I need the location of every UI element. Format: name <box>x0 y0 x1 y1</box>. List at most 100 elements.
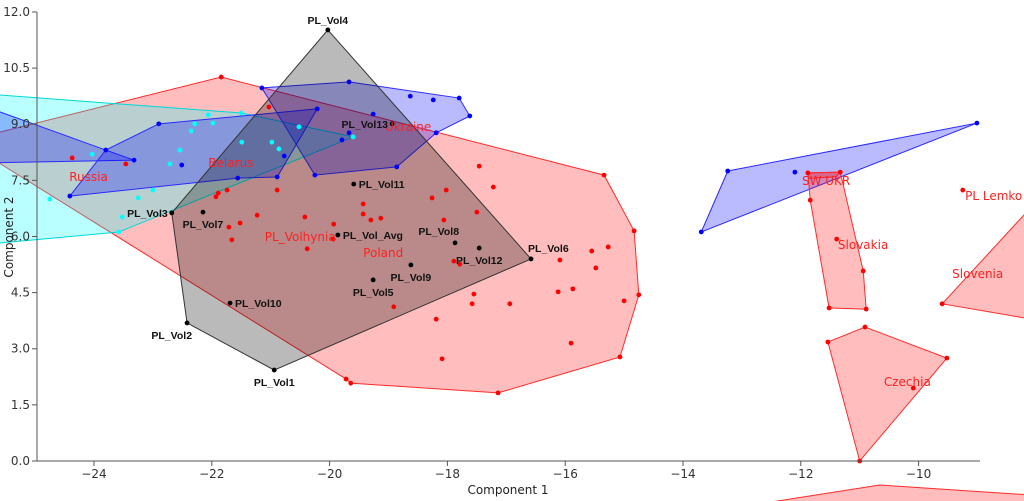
point-belarus-cyan <box>296 124 302 130</box>
sample-label: PL_Vol9 <box>391 272 432 284</box>
point-belarus-blue <box>314 106 320 112</box>
sample-label: PL_Vol7 <box>183 219 224 231</box>
point-poland <box>451 258 457 264</box>
point-poland <box>570 286 576 292</box>
point-poland <box>621 298 627 304</box>
point-poland <box>601 172 607 178</box>
point-czechia <box>825 339 831 345</box>
x-tick-label: −18 <box>435 467 460 481</box>
x-tick-label: −16 <box>553 467 578 481</box>
hull-slovenia <box>941 214 1024 319</box>
point-sw-ukr-blue <box>974 120 980 126</box>
sample-point <box>325 27 331 33</box>
point-belarus-blue <box>235 175 241 181</box>
point-belarus-cyan <box>150 187 156 193</box>
point-sw-ukr-blue <box>725 168 731 174</box>
point-ukraine <box>407 93 413 99</box>
point-russia <box>103 147 109 153</box>
point-poland <box>557 257 563 263</box>
point-belarus-cyan <box>116 229 122 235</box>
point-poland <box>226 224 232 230</box>
sample-point <box>335 232 341 238</box>
group-label-poland: Poland <box>363 246 403 260</box>
y-axis-label: Component 2 <box>2 196 16 277</box>
point-poland <box>441 217 447 223</box>
point-slovakia <box>863 306 869 312</box>
group-label-russia: Russia <box>69 170 108 184</box>
point-poland <box>589 248 595 254</box>
point-belarus-cyan <box>239 139 245 145</box>
point-poland <box>474 209 480 215</box>
point-belarus-cyan <box>350 134 356 140</box>
point-poland <box>213 194 219 200</box>
point-poland <box>237 220 243 226</box>
group-label-slovenia: Slovenia <box>952 267 1003 281</box>
point-slovenia <box>939 301 945 307</box>
point-ukraine <box>456 95 462 101</box>
group-points <box>47 27 980 464</box>
point-poland <box>568 340 574 346</box>
point-ukraine <box>394 164 400 170</box>
point-belarus-cyan <box>269 139 275 145</box>
point-slovakia <box>826 305 832 311</box>
point-czechia <box>910 385 916 391</box>
point-belarus-cyan <box>188 128 194 134</box>
sample-point <box>169 210 175 216</box>
point-poland <box>348 380 354 386</box>
point-ukraine <box>339 137 345 143</box>
point-belarus-cyan <box>47 196 53 202</box>
sample-point <box>200 209 206 215</box>
point-poland <box>378 215 384 221</box>
point-sw-ukr <box>805 170 811 176</box>
point-poland <box>433 316 439 322</box>
point-sw-ukr-blue <box>792 169 798 175</box>
point-poland <box>302 214 308 220</box>
point-poland <box>617 354 623 360</box>
point-poland <box>123 161 129 167</box>
point-belarus-blue <box>156 121 162 127</box>
point-belarus-cyan <box>192 121 198 127</box>
point-poland <box>391 304 397 310</box>
point-poland <box>593 265 599 271</box>
point-poland <box>495 390 501 396</box>
point-belarus-cyan <box>167 161 173 167</box>
point-poland <box>555 289 561 295</box>
point-poland <box>331 221 337 227</box>
point-poland <box>443 187 449 193</box>
point-poland <box>224 187 230 193</box>
point-belarus-cyan <box>89 151 95 157</box>
point-poland <box>476 163 482 169</box>
point-poland <box>360 201 366 207</box>
point-poland <box>215 190 221 196</box>
point-sw-ukr-blue <box>698 229 704 235</box>
hull-belarus-cyan <box>0 94 355 244</box>
hull-sw-ukr-blue <box>700 122 978 233</box>
point-poland <box>218 74 224 80</box>
sample-point <box>227 300 233 306</box>
point-ukraine <box>467 113 473 119</box>
point-belarus-cyan <box>135 195 141 201</box>
y-tick-label: 4.5 <box>11 286 30 300</box>
sample-point <box>408 262 414 268</box>
point-poland <box>254 212 260 218</box>
sample-point <box>184 320 190 326</box>
point-belarus-cyan <box>238 110 244 116</box>
point-russia <box>131 157 137 163</box>
group-label-czechia: Czechia <box>884 375 931 389</box>
point-belarus-blue <box>281 153 287 159</box>
y-tick-label: 1.5 <box>11 398 30 412</box>
point-poland <box>605 244 611 250</box>
point-belarus-cyan <box>276 146 282 152</box>
group-label-ukraine: Ukraine <box>385 120 431 134</box>
point-poland <box>469 301 475 307</box>
point-poland <box>368 217 374 223</box>
point-ukraine <box>370 111 376 117</box>
point-czechia <box>944 355 950 361</box>
group-label-pl-volhynia: PL_Volhynia <box>265 230 336 244</box>
point-poland <box>229 237 235 243</box>
sample-point <box>351 181 357 187</box>
point-belarus-cyan <box>177 147 183 153</box>
point-slovakia <box>807 197 813 203</box>
sample-label: PL_Vol3 <box>127 208 168 220</box>
point-poland <box>631 228 637 234</box>
